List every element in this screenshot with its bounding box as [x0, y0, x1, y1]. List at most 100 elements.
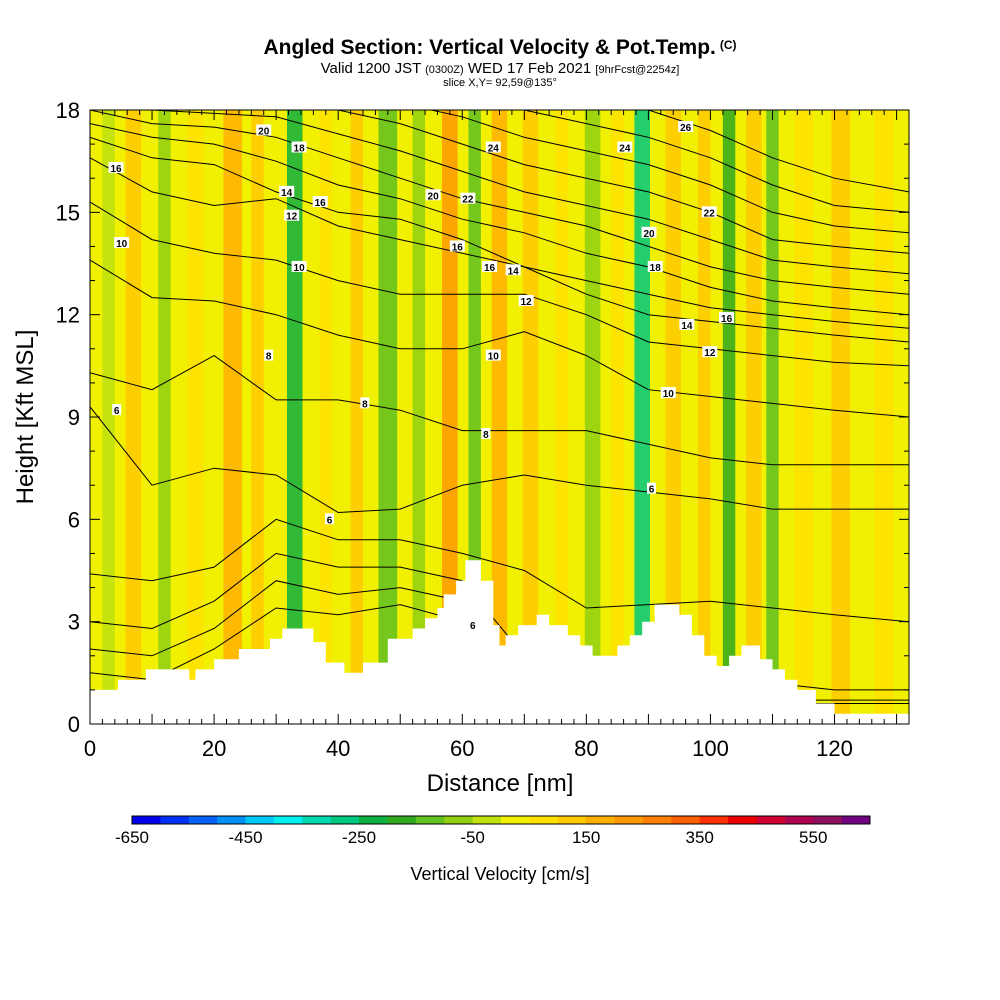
colorbar-swatch-0 — [132, 816, 161, 824]
contour-label-bg-16 — [482, 260, 498, 272]
theta-contour-12 — [90, 201, 909, 367]
slice-info: slice X,Y= 92,59@135° — [443, 77, 557, 89]
velocity-column-0 — [102, 110, 115, 724]
x-tick-label: 20 — [202, 736, 226, 761]
x-tick-label: 100 — [692, 736, 729, 761]
contour-label-bg-2 — [112, 404, 122, 416]
contour-label-bg-26 — [647, 260, 663, 272]
colorbar-swatch-3 — [217, 816, 247, 824]
colorbar-tick-label: -650 — [115, 828, 149, 847]
contour-label-bg-25 — [701, 206, 717, 218]
colorbar-swatch-2 — [188, 816, 218, 824]
valid-time-utc: (0300Z) — [425, 64, 464, 76]
velocity-column-15 — [555, 110, 568, 724]
contour-label-bg-10 — [360, 397, 370, 409]
contour-label-5: 14 — [281, 188, 293, 199]
contour-label-3: 20 — [258, 126, 270, 137]
contour-label-bg-21 — [468, 619, 478, 631]
colorbar-swatch-5 — [273, 816, 303, 824]
colorbar-swatch-4 — [245, 816, 275, 824]
colorbar-tick-label: 550 — [799, 828, 827, 847]
colorbar-swatch-21 — [728, 816, 757, 824]
contour-label-bg-15 — [449, 240, 465, 252]
velocity-column-8 — [350, 110, 363, 724]
colorbar-swatch-19 — [671, 816, 701, 824]
theta-contour-28 — [521, 110, 909, 213]
theta-contour-4 — [90, 518, 909, 623]
contour-label-10: 8 — [362, 399, 368, 410]
contour-label-26: 18 — [650, 263, 662, 274]
colorbar-tick-label: -250 — [342, 828, 376, 847]
velocity-column-17 — [611, 110, 624, 724]
colorbar-tick-label: -450 — [229, 828, 263, 847]
velocity-column-19 — [665, 110, 681, 724]
contour-labels: 16 10 6 20 18 14 16 12 10 8 8 6 20 22 24 16 16 14 12 10 8 6 24… — [108, 121, 735, 632]
y-tick-label: 3 — [68, 610, 80, 635]
colorbar-swatch-12 — [472, 816, 502, 824]
contour-label-bg-19 — [485, 349, 501, 361]
theta-contour-6 — [90, 406, 909, 514]
colorbar-swatch-6 — [302, 816, 332, 824]
contour-label-bg-31 — [647, 482, 657, 494]
contour-label-19: 10 — [488, 352, 500, 363]
velocity-column-25 — [831, 110, 851, 724]
y-axis-label: Height [Kft MSL] — [12, 330, 39, 505]
velocity-column-2 — [158, 110, 171, 724]
terrain — [90, 560, 909, 724]
colorbar-swatch-10 — [415, 816, 445, 824]
contour-label-bg-12 — [425, 189, 441, 201]
theta-contour-8 — [90, 355, 909, 466]
theta-contour-24 — [333, 110, 909, 254]
x-axis: 0 20 40 60 80 100 120 — [84, 110, 910, 761]
colorbar-swatch-9 — [387, 816, 417, 824]
colorbar-swatch-18 — [642, 816, 672, 824]
valid-time: Valid 1200 JST — [320, 60, 421, 77]
contour-label-bg-22 — [617, 141, 633, 153]
colorbar-swatch-17 — [614, 816, 644, 824]
colorbar-swatch-25 — [841, 816, 871, 824]
contour-label-1: 10 — [116, 239, 128, 250]
contour-label-bg-3 — [256, 124, 272, 136]
colorbar-label: Vertical Velocity [cm/s] — [410, 864, 589, 884]
chart-subtitle: Valid 1200 JST (0300Z) WED 17 Feb 2021 [… — [0, 60, 1000, 77]
colorbar-swatch-7 — [330, 816, 360, 824]
contour-label-14: 24 — [488, 144, 500, 155]
velocity-column-21 — [722, 110, 736, 724]
theta-contour-22 — [147, 110, 909, 275]
velocity-column-23 — [766, 110, 779, 724]
valid-date: WED 17 Feb 2021 — [467, 60, 592, 77]
theta-contour-16 — [90, 136, 909, 329]
contour-label-18: 12 — [521, 297, 533, 308]
colorbar-swatch-23 — [784, 816, 814, 824]
contour-label-16: 16 — [484, 263, 496, 274]
contour-label-24: 20 — [643, 229, 655, 240]
contour-label-bg-5 — [279, 185, 295, 197]
contour-label-7: 12 — [286, 212, 298, 223]
y-tick-label: 12 — [56, 303, 80, 328]
colorbar-swatch-14 — [529, 816, 559, 824]
y-tick-label: 0 — [68, 712, 80, 737]
colorbar-swatch-20 — [699, 816, 729, 824]
contour-label-bg-14 — [485, 141, 501, 153]
contour-label-bg-9 — [264, 349, 274, 361]
velocity-column-20 — [698, 110, 711, 724]
contour-label-bg-29 — [702, 346, 718, 358]
colorbar-tick-label: 350 — [686, 828, 714, 847]
contour-label-bg-24 — [641, 226, 657, 238]
colorbar-swatch-22 — [756, 816, 786, 824]
contour-label-bg-4 — [291, 141, 307, 153]
colorbar-swatch-16 — [586, 816, 616, 824]
contour-label-8: 10 — [294, 263, 306, 274]
velocity-column-24 — [794, 110, 813, 724]
contour-label-12: 20 — [428, 191, 440, 202]
y-tick-label: 18 — [56, 98, 80, 123]
chart-title-text: Angled Section: Vertical Velocity & Pot.… — [263, 36, 716, 59]
velocity-column-1 — [125, 110, 142, 724]
theta-contour-18 — [90, 123, 909, 316]
x-axis-label: Distance [nm] — [427, 770, 574, 797]
contour-label-23: 26 — [680, 123, 692, 134]
colorbar-frame — [131, 815, 871, 825]
theta-contour-10 — [90, 259, 909, 418]
contour-label-bg-20 — [481, 428, 491, 440]
contour-label-bg-7 — [284, 209, 300, 221]
